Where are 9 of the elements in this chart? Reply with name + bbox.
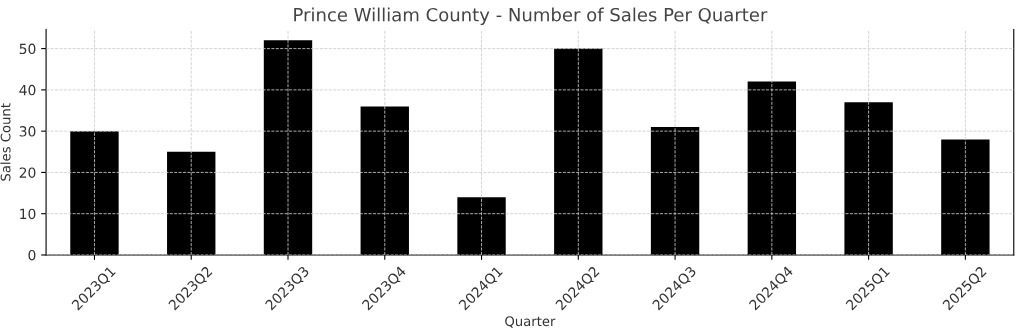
y-tick-label: 20 xyxy=(19,167,36,178)
x-axis-title: Quarter xyxy=(505,316,556,328)
chart-title: Prince William County - Number of Sales Per Quarter xyxy=(294,7,768,26)
y-tick-label: 50 xyxy=(19,43,36,55)
y-tick-label: 40 xyxy=(19,84,36,96)
y-tick-label: 10 xyxy=(20,208,36,220)
y-axis-title: Sales Count xyxy=(0,103,11,181)
y-tick-label: 0 xyxy=(28,249,36,261)
y-tick-label: 30 xyxy=(19,126,36,137)
